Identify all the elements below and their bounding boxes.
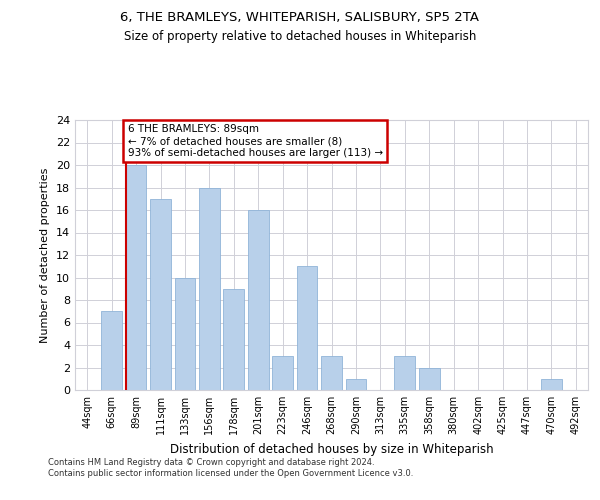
Text: 6, THE BRAMLEYS, WHITEPARISH, SALISBURY, SP5 2TA: 6, THE BRAMLEYS, WHITEPARISH, SALISBURY,…	[121, 11, 479, 24]
Text: Contains HM Land Registry data © Crown copyright and database right 2024.
Contai: Contains HM Land Registry data © Crown c…	[48, 458, 413, 477]
Bar	[346, 379, 367, 390]
Bar	[248, 210, 269, 390]
Bar	[321, 356, 342, 390]
Bar	[419, 368, 440, 390]
Bar	[199, 188, 220, 390]
Y-axis label: Number of detached properties: Number of detached properties	[40, 168, 50, 342]
Text: 6 THE BRAMLEYS: 89sqm
← 7% of detached houses are smaller (8)
93% of semi-detach: 6 THE BRAMLEYS: 89sqm ← 7% of detached h…	[128, 124, 383, 158]
Bar	[223, 289, 244, 390]
Bar	[125, 165, 146, 390]
Bar	[150, 198, 171, 390]
Bar	[272, 356, 293, 390]
Bar	[101, 311, 122, 390]
Bar	[541, 379, 562, 390]
Text: Size of property relative to detached houses in Whiteparish: Size of property relative to detached ho…	[124, 30, 476, 43]
X-axis label: Distribution of detached houses by size in Whiteparish: Distribution of detached houses by size …	[170, 442, 493, 456]
Bar	[296, 266, 317, 390]
Bar	[394, 356, 415, 390]
Bar	[175, 278, 196, 390]
